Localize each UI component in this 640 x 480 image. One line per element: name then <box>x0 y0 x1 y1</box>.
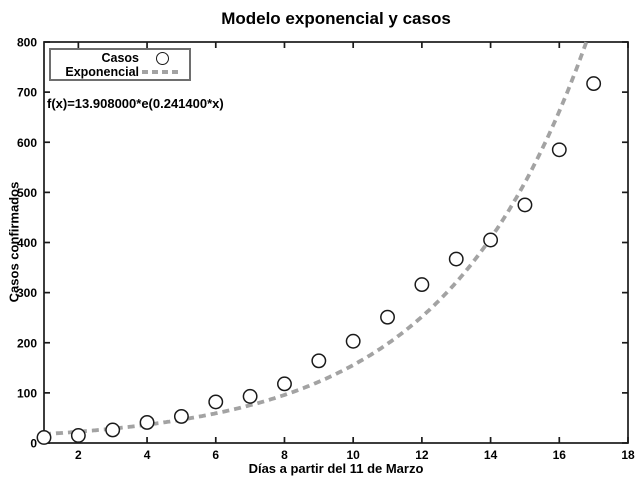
circle-marker-icon <box>155 51 169 65</box>
x-tick-label: 2 <box>75 448 82 462</box>
legend-label-casos: Casos <box>101 51 139 65</box>
dashed-line-icon <box>142 70 182 74</box>
x-axis-label: Días a partir del 11 de Marzo <box>248 461 424 476</box>
data-point <box>70 428 86 443</box>
x-tick-label: 10 <box>346 448 360 462</box>
x-tick-label: 16 <box>553 448 567 462</box>
data-point <box>380 309 395 325</box>
data-point <box>586 76 602 92</box>
data-point <box>311 353 327 369</box>
x-tick-label: 14 <box>484 448 498 462</box>
y-tick-label: 300 <box>17 286 37 300</box>
data-point <box>36 430 52 445</box>
data-point <box>483 232 499 248</box>
exponential-fit-line <box>43 41 589 436</box>
legend-label-exponencial: Exponencial <box>65 65 139 79</box>
data-point <box>242 388 258 404</box>
y-tick-label: 200 <box>17 336 37 350</box>
x-tick-label: 6 <box>212 448 219 462</box>
fit-equation-annotation: f(x)=13.908000*e(0.241400*x) <box>47 96 224 111</box>
x-tick-label: 12 <box>415 448 429 462</box>
x-tick-label: 8 <box>281 448 288 462</box>
y-tick-label: 700 <box>17 86 37 100</box>
data-point <box>277 376 292 392</box>
legend-item-casos: Casos <box>53 51 185 65</box>
legend-item-exponencial: Exponencial <box>53 65 185 79</box>
y-tick-label: 0 <box>30 437 37 451</box>
y-tick-label: 400 <box>17 236 37 250</box>
y-axis-label: Casos confirmados <box>6 181 22 303</box>
x-tick-label: 4 <box>144 448 151 462</box>
legend: Casos Exponencial <box>49 48 191 81</box>
y-tick-label: 500 <box>17 186 37 200</box>
data-point <box>173 408 189 424</box>
y-tick-label: 600 <box>17 136 37 150</box>
data-point <box>448 251 464 267</box>
data-point <box>551 142 567 158</box>
data-point <box>105 422 121 438</box>
data-point <box>208 394 224 410</box>
data-point <box>414 277 430 293</box>
y-tick-label: 100 <box>17 386 37 400</box>
x-tick-label: 18 <box>621 448 635 462</box>
data-point <box>345 333 361 349</box>
data-point <box>517 197 533 213</box>
data-point <box>139 414 155 430</box>
y-tick-label: 800 <box>17 36 37 50</box>
chart-title: Modelo exponencial y casos <box>221 9 451 28</box>
